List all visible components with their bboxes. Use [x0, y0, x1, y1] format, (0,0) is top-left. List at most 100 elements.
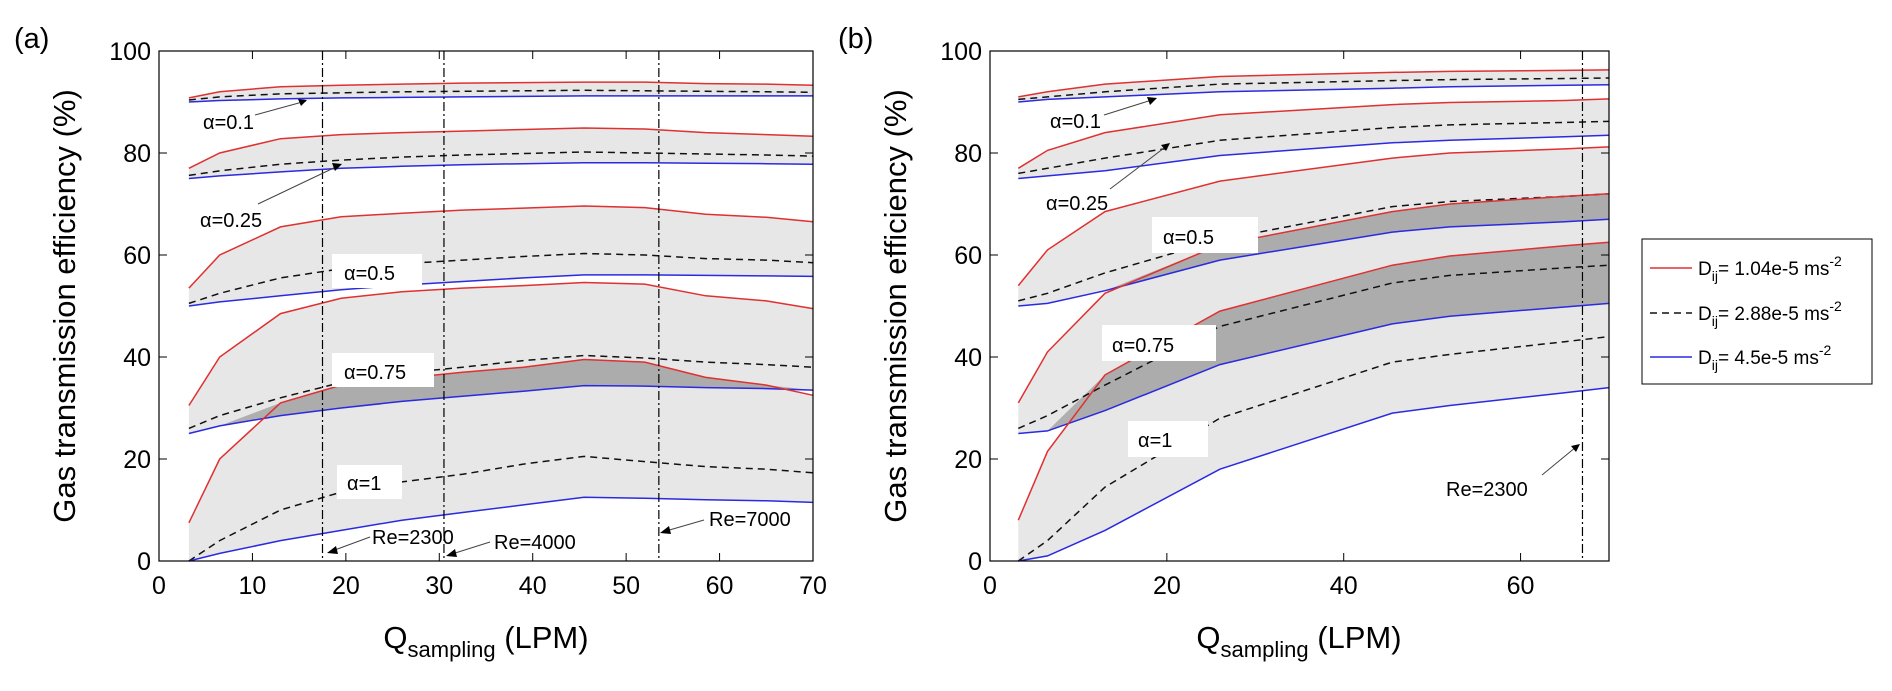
series-layer: [188, 81, 814, 562]
x-tick-label: 0: [983, 572, 997, 600]
series-line: [188, 384, 814, 435]
legend-box: [1641, 238, 1873, 385]
x-tick-label: 20: [332, 572, 360, 600]
legend: Dij= 1.04e-5 ms-2 Dij= 2.88e-5 ms-2 Dij=…: [1641, 238, 1873, 385]
series-line: [1018, 134, 1610, 180]
annotation-arrow: [1109, 144, 1169, 190]
arrowhead: [660, 526, 671, 534]
arrowhead: [298, 99, 307, 106]
series-line: [1017, 146, 1610, 287]
reynolds-label: Re=7000: [709, 509, 791, 531]
reynolds-label: Re=2300: [372, 527, 454, 549]
series-line: [1018, 218, 1610, 307]
y-tick-label: 40: [123, 344, 151, 372]
arrowhead: [1161, 143, 1170, 151]
reynolds-label: Re=2300: [1446, 479, 1528, 501]
band-area: [188, 82, 813, 102]
series-line: [188, 354, 814, 430]
series-line: [188, 205, 814, 289]
annotation-arrow: [451, 541, 491, 555]
alpha-label: α=0.5: [1163, 227, 1214, 249]
y-tick-label: 20: [954, 446, 982, 474]
overlap-area: [1018, 193, 1609, 306]
y-tick-label: 60: [954, 242, 982, 270]
panel-a: (a) 0 10 20 30 40 50 60 70 0 20 40 60 80 100 Gas tran…: [14, 23, 827, 662]
x-tick-label: 70: [799, 572, 827, 600]
arrowhead: [1571, 444, 1580, 452]
series-line: [1018, 386, 1610, 562]
y-axis-label: Gas transmission efficiency (%): [47, 89, 82, 523]
x-tick-label: 10: [239, 572, 267, 600]
x-tick-label: 60: [706, 572, 734, 600]
band-area: [1018, 242, 1609, 562]
series-line: [1018, 77, 1610, 101]
series-line: [188, 496, 814, 562]
axes-box: [158, 50, 814, 562]
series-line: [1017, 98, 1610, 169]
x-tick-label: 40: [1330, 572, 1358, 600]
label-box: [1152, 217, 1258, 253]
y-tick-label: 60: [123, 242, 151, 270]
band-area: [1018, 98, 1609, 179]
axes-box: [989, 50, 1610, 562]
x-tick-label: 50: [612, 572, 640, 600]
series-line: [1017, 264, 1610, 430]
annotation-arrow: [1541, 446, 1577, 476]
band-layer: [188, 82, 813, 561]
annotation-arrow: [1103, 98, 1156, 116]
label-box: [332, 254, 422, 288]
tick-layer: 0 20 40 60 0 20 40 60 80 100: [940, 38, 1609, 600]
y-tick-label: 0: [137, 548, 151, 576]
arrowhead: [446, 549, 457, 557]
series-line: [188, 81, 814, 99]
label-box: [1128, 421, 1208, 457]
series-line: [188, 358, 814, 524]
y-tick-label: 0: [968, 548, 982, 576]
y-tick-label: 20: [123, 446, 151, 474]
band-area: [188, 128, 813, 179]
reynolds-label: Re=4000: [494, 532, 576, 554]
alpha-label: α=1: [347, 473, 381, 495]
alpha-label: α=0.1: [1050, 111, 1101, 133]
series-layer: [1017, 69, 1610, 562]
x-tick-label: 20: [1153, 572, 1181, 600]
arrowhead: [1147, 97, 1157, 105]
series-line: [1018, 83, 1610, 103]
x-tick-label: 30: [425, 572, 453, 600]
series-line: [188, 252, 814, 305]
alpha-label: α=0.75: [1112, 335, 1174, 357]
series-line: [1017, 241, 1610, 521]
panel-b: (b) 0 20 40 60 0 20 40 60 80 100 Gas transmission…: [838, 23, 1610, 662]
label-box: [332, 353, 434, 387]
series-line: [188, 281, 814, 406]
series-line: [188, 151, 814, 177]
alpha-label: α=0.25: [1046, 193, 1108, 215]
arrowhead: [327, 546, 338, 554]
legend-text: Dij= 1.04e-5 ms-2: [1698, 253, 1842, 284]
alpha-label: α=0.1: [203, 112, 254, 134]
y-tick-label: 80: [123, 140, 151, 168]
panel-label: (a): [14, 23, 49, 55]
y-tick-label: 100: [940, 38, 982, 66]
alpha-label: α=1: [1138, 430, 1172, 452]
x-axis-label: Qsampling (LPM): [383, 620, 588, 662]
arrowhead: [332, 163, 342, 171]
series-line: [188, 161, 814, 180]
series-line: [188, 95, 813, 103]
x-tick-label: 60: [1507, 572, 1535, 600]
series-line: [1017, 335, 1610, 562]
x-axis-label: Qsampling (LPM): [1196, 620, 1401, 662]
legend-text: Dij= 2.88e-5 ms-2: [1698, 298, 1842, 329]
annotation-arrow: [331, 536, 371, 552]
x-tick-label: 0: [152, 572, 166, 600]
alpha-label: α=0.25: [200, 210, 262, 232]
series-line: [188, 127, 814, 169]
series-line: [1018, 120, 1610, 175]
series-line: [1017, 193, 1610, 404]
annotation-arrow: [665, 519, 705, 532]
series-line: [188, 455, 814, 562]
alpha-label: α=0.75: [344, 362, 406, 384]
band-area: [188, 359, 813, 561]
